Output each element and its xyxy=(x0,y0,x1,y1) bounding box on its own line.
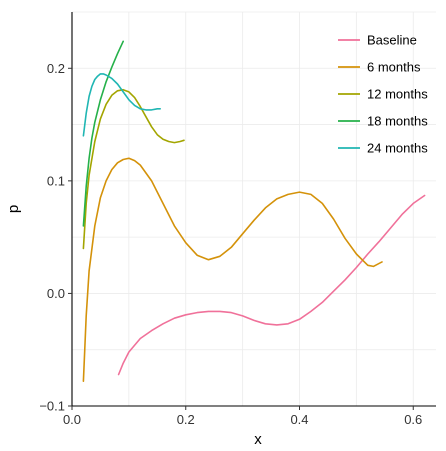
series-line-0 xyxy=(117,194,426,376)
legend-label: 24 months xyxy=(367,141,428,156)
legend-item: 18 months xyxy=(338,114,428,129)
y-tick-label: 0.1 xyxy=(47,173,65,188)
y-tick-label: 0.2 xyxy=(47,61,65,76)
legend-item: Baseline xyxy=(338,33,417,48)
legend: Baseline 6 months 12 months 18 months 24 mon… xyxy=(338,33,428,156)
y-tick-label: 0.0 xyxy=(47,286,65,301)
x-tick-label: 0.2 xyxy=(177,412,195,427)
grid xyxy=(71,11,436,407)
y-axis-title: p xyxy=(5,205,22,213)
legend-label: Baseline xyxy=(367,33,417,48)
x-axis-title: x xyxy=(254,431,262,448)
ticks: 0.0 0.2 0.4 0.6−0.10.00.10.2 xyxy=(39,61,422,427)
legend-item: 6 months xyxy=(338,60,421,75)
legend-label: 12 months xyxy=(367,87,428,102)
series-lines xyxy=(82,40,426,383)
series-line-2 xyxy=(82,88,185,250)
legend-item: 12 months xyxy=(338,87,428,102)
x-tick-label: 0.0 xyxy=(63,412,81,427)
x-tick-label: 0.4 xyxy=(290,412,308,427)
legend-label: 18 months xyxy=(367,114,428,129)
series-line-3 xyxy=(82,40,124,227)
series-line-4 xyxy=(82,73,161,137)
legend-item: 24 months xyxy=(338,141,428,156)
axes xyxy=(71,12,436,407)
series-line-1 xyxy=(82,157,383,383)
x-tick-label: 0.6 xyxy=(404,412,422,427)
legend-label: 6 months xyxy=(367,60,421,75)
y-tick-label: −0.1 xyxy=(39,399,65,414)
